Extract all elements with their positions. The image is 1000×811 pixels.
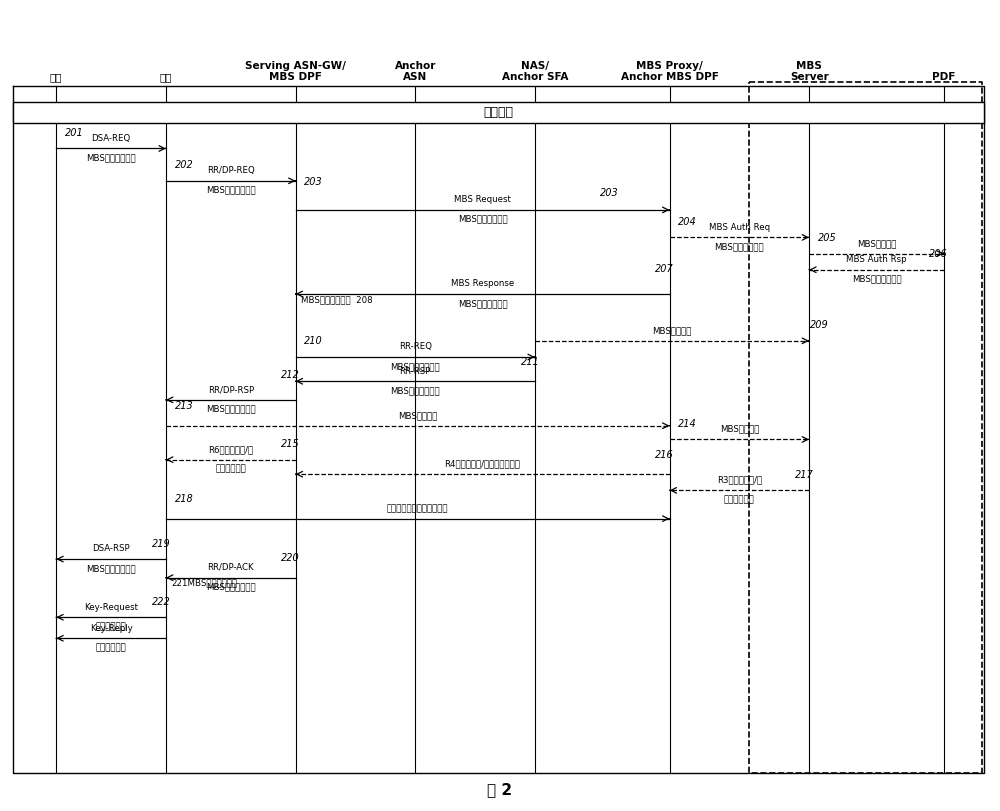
Text: 218: 218 (175, 494, 193, 504)
Text: Anchor
ASN: Anchor ASN (395, 61, 436, 82)
Text: MBS Response: MBS Response (451, 279, 514, 288)
Text: 203: 203 (600, 188, 619, 198)
Text: RR/DP-ACK: RR/DP-ACK (207, 563, 254, 572)
Text: MBS业务加入确认: MBS业务加入确认 (206, 582, 256, 591)
Text: MBS业务加入请求: MBS业务加入请求 (390, 362, 440, 371)
Text: DSA-REQ: DSA-REQ (91, 134, 131, 143)
Text: 承载通道建立: 承载通道建立 (215, 465, 246, 474)
Text: 219: 219 (152, 539, 170, 548)
Text: MBS业务加入响应: MBS业务加入响应 (86, 564, 136, 573)
Text: R3资源预留和/成: R3资源预留和/成 (717, 476, 762, 485)
Text: PDF: PDF (932, 72, 955, 82)
Text: MBS Request: MBS Request (454, 195, 511, 204)
Text: MBS业务鉴权: MBS业务鉴权 (857, 239, 896, 248)
Text: MBS业务加入请求: MBS业务加入请求 (206, 186, 256, 195)
Text: MBS业务加入响应: MBS业务加入响应 (206, 405, 256, 414)
Text: MBS业务加入响应: MBS业务加入响应 (390, 386, 440, 395)
Text: 216: 216 (655, 449, 674, 460)
Text: 222: 222 (152, 597, 170, 607)
Text: 209: 209 (810, 320, 828, 330)
Text: R4资源预留和/成水载通道建立: R4资源预留和/成水载通道建立 (445, 460, 520, 469)
Text: 组播相关密钥的产生和获取: 组播相关密钥的产生和获取 (387, 504, 448, 513)
Text: MBS业务加入请求: MBS业务加入请求 (86, 153, 136, 162)
Text: 217: 217 (795, 470, 814, 480)
Text: 201: 201 (65, 128, 84, 138)
Text: RR/DP-REQ: RR/DP-REQ (207, 166, 255, 175)
Text: Key-Request: Key-Request (84, 603, 138, 611)
Text: MBS业务注册: MBS业务注册 (720, 425, 759, 434)
Text: RR-RSP: RR-RSP (400, 367, 431, 375)
Text: 212: 212 (281, 370, 300, 380)
Text: 终端: 终端 (50, 72, 62, 82)
Text: MBS
Server: MBS Server (790, 61, 829, 82)
Text: MBS Proxy/
Anchor MBS DPF: MBS Proxy/ Anchor MBS DPF (621, 61, 718, 82)
Text: 203: 203 (304, 178, 323, 187)
Text: 211: 211 (521, 357, 539, 367)
Text: 214: 214 (678, 419, 697, 429)
Text: MBS业务注册: MBS业务注册 (398, 411, 437, 420)
Text: 207: 207 (655, 264, 674, 274)
Text: MBS业务鉴权请求: MBS业务鉴权请求 (715, 242, 764, 251)
Text: 205: 205 (818, 233, 836, 243)
Text: 基站: 基站 (160, 72, 172, 82)
Text: 组播密钥请求: 组播密钥请求 (96, 622, 126, 631)
Text: 承载通道建立: 承载通道建立 (724, 496, 755, 504)
Text: MBS业务鉴权: MBS业务鉴权 (652, 326, 692, 335)
Text: 210: 210 (304, 337, 323, 346)
Text: 206: 206 (929, 249, 948, 260)
Text: DSA-RSP: DSA-RSP (92, 544, 130, 553)
Text: Serving ASN-GW/
MBS DPF: Serving ASN-GW/ MBS DPF (245, 61, 346, 82)
Text: MBS Auth Req: MBS Auth Req (709, 223, 770, 232)
Text: MBS业务鉴权响应: MBS业务鉴权响应 (852, 275, 901, 284)
Text: 组播密钥响应: 组播密钥响应 (96, 643, 126, 652)
Text: 213: 213 (175, 401, 193, 411)
Text: 业务通告: 业务通告 (484, 106, 514, 119)
Text: MBS Auth Rsp: MBS Auth Rsp (846, 255, 907, 264)
Text: 221MBS业务加入确认: 221MBS业务加入确认 (171, 578, 237, 587)
Text: RR-REQ: RR-REQ (399, 342, 432, 351)
Text: R6资源预留和/成: R6资源预留和/成 (208, 445, 253, 454)
Text: MBS业务加入响应: MBS业务加入响应 (458, 299, 507, 309)
Text: MBS业务加入请求: MBS业务加入请求 (458, 215, 507, 224)
Text: 220: 220 (281, 553, 300, 563)
Text: RR/DP-RSP: RR/DP-RSP (208, 385, 254, 394)
Text: 204: 204 (678, 217, 697, 227)
Text: Key-Reply: Key-Reply (90, 624, 132, 633)
Text: 202: 202 (175, 161, 193, 170)
Text: MBS业务加入响应  208: MBS业务加入响应 208 (301, 295, 372, 304)
Bar (13, 102, 984, 123)
Text: 图 2: 图 2 (487, 783, 513, 797)
Text: 215: 215 (281, 439, 300, 449)
Text: NAS/
Anchor SFA: NAS/ Anchor SFA (502, 61, 568, 82)
